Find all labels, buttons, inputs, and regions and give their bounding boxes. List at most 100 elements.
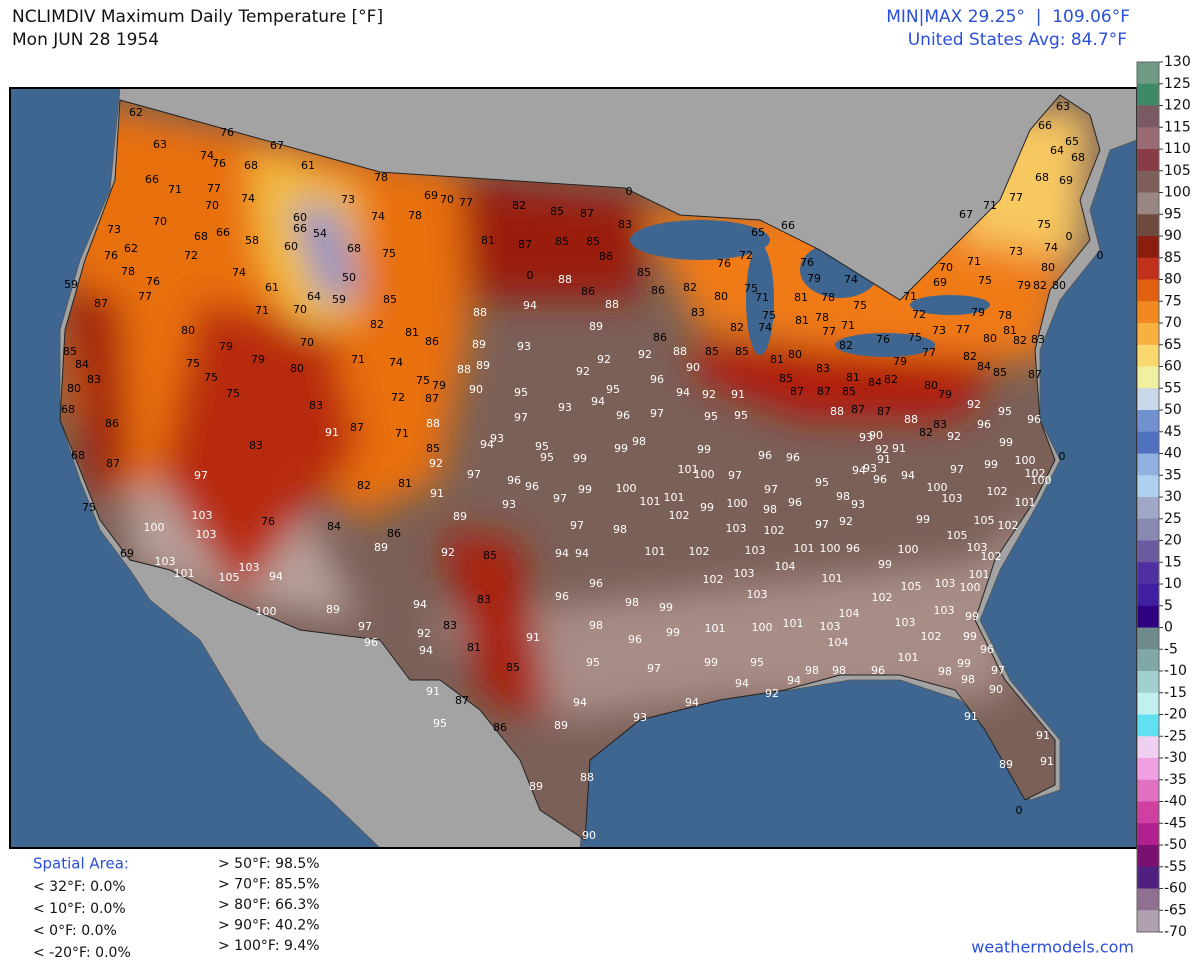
station-value: 97 <box>647 662 661 675</box>
station-value: 98 <box>805 664 819 677</box>
station-value: 58 <box>245 234 259 247</box>
station-value: 66 <box>293 222 307 235</box>
station-value: 75 <box>226 387 240 400</box>
station-value: 65 <box>1065 135 1079 148</box>
station-value: 95 <box>540 451 554 464</box>
station-value: 100 <box>144 521 165 534</box>
station-value: 102 <box>987 485 1008 498</box>
station-value: 101 <box>822 572 843 585</box>
station-value: 100 <box>752 621 773 634</box>
station-value: 78 <box>121 265 135 278</box>
average: United States Avg: 84.7°F <box>908 30 1127 50</box>
station-value: 89 <box>472 338 486 351</box>
station-value: 98 <box>589 619 603 632</box>
station-value: 70 <box>939 261 953 274</box>
station-value: 98 <box>836 490 850 503</box>
station-value: 101 <box>783 617 804 630</box>
station-value: 71 <box>903 290 917 303</box>
station-value: 82 <box>730 321 744 334</box>
station-value: 65 <box>751 226 765 239</box>
station-value: 79 <box>1017 279 1031 292</box>
station-value: 102 <box>1025 467 1046 480</box>
station-value: 104 <box>839 607 860 620</box>
station-value: 80 <box>1041 261 1055 274</box>
station-value: 97 <box>728 469 742 482</box>
station-value: 69 <box>120 547 134 560</box>
station-value: 75 <box>416 374 430 387</box>
station-value: 96 <box>758 449 772 462</box>
colorbar-label: -60 <box>1164 881 1187 897</box>
station-value: 101 <box>664 491 685 504</box>
station-value: 61 <box>301 159 315 172</box>
station-value: 99 <box>578 483 592 496</box>
station-value: 68 <box>71 449 85 462</box>
station-value: 104 <box>828 636 849 649</box>
station-value: 79 <box>432 379 446 392</box>
station-value: 92 <box>765 687 779 700</box>
colorbar-label: 75 <box>1164 293 1182 309</box>
station-value: 77 <box>922 346 936 359</box>
colorbar-segment <box>1137 301 1159 324</box>
station-value: 74 <box>200 149 214 162</box>
footer: weathermodels.com <box>971 938 1134 957</box>
station-value: 71 <box>841 319 855 332</box>
colorbar-segment <box>1137 170 1159 193</box>
station-value: 94 <box>591 395 605 408</box>
station-value: 88 <box>605 298 619 311</box>
colorbar-segment <box>1137 692 1159 715</box>
station-value: 80 <box>1052 279 1066 292</box>
colorbar-label: -55 <box>1164 859 1187 875</box>
station-value: 80 <box>788 348 802 361</box>
station-value: 105 <box>947 529 968 542</box>
station-value: 76 <box>146 275 160 288</box>
colorbar-label: 85 <box>1164 250 1182 266</box>
station-value: 96 <box>980 643 994 656</box>
station-value: 99 <box>700 501 714 514</box>
colorbar-segment <box>1137 605 1159 628</box>
station-value: 100 <box>256 605 277 618</box>
station-value: 83 <box>618 218 632 231</box>
station-value: 99 <box>999 436 1013 449</box>
colorbar-label: -5 <box>1164 641 1178 657</box>
station-value: 85 <box>506 661 520 674</box>
station-value: 91 <box>430 487 444 500</box>
station-value: 83 <box>309 399 323 412</box>
station-value: 75 <box>1037 218 1051 231</box>
colorbar-segment <box>1137 866 1159 889</box>
station-value: 90 <box>582 829 596 842</box>
station-value: 97 <box>991 664 1005 677</box>
station-value: 95 <box>433 717 447 730</box>
station-value: 102 <box>872 591 893 604</box>
station-value: 95 <box>750 656 764 669</box>
station-value: 68 <box>347 242 361 255</box>
station-value: 91 <box>526 631 540 644</box>
station-value: 75 <box>908 331 922 344</box>
station-value: 83 <box>443 619 457 632</box>
colorbar-segment <box>1137 671 1159 694</box>
stats: < 32°F: 0.0% < 10°F: 0.0% < 0°F: 0.0% < -20… <box>33 856 320 961</box>
station-value: 96 <box>1027 413 1041 426</box>
station-value: 100 <box>927 481 948 494</box>
station-value: 103 <box>747 588 768 601</box>
station-value: 94 <box>575 547 589 560</box>
colorbar-label: -20 <box>1164 707 1187 723</box>
station-value: 71 <box>967 255 981 268</box>
station-value: 96 <box>507 474 521 487</box>
station-value: 93 <box>517 340 531 353</box>
station-value: 84 <box>327 520 341 533</box>
station-value: 85 <box>735 345 749 358</box>
colorbar-label: 90 <box>1164 228 1182 244</box>
station-value: 84 <box>75 358 89 371</box>
station-value: 89 <box>529 780 543 793</box>
station-value: 89 <box>326 603 340 616</box>
colorbar-label: -45 <box>1164 815 1187 831</box>
station-value: 94 <box>555 547 569 560</box>
station-value: 70 <box>293 303 307 316</box>
station-value: 94 <box>787 674 801 687</box>
station-value: 96 <box>364 636 378 649</box>
colorbar-label: 80 <box>1164 272 1182 288</box>
station-value: 87 <box>106 457 120 470</box>
station-value: 99 <box>957 657 971 670</box>
station-value: 99 <box>704 656 718 669</box>
station-value: 97 <box>650 407 664 420</box>
